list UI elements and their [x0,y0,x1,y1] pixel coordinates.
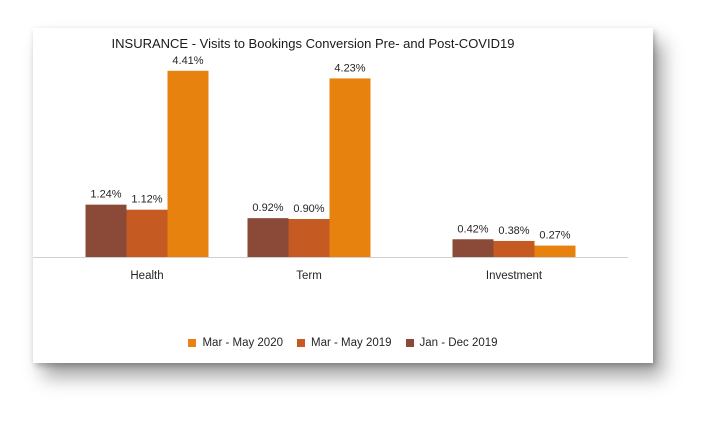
chart-card: 1.24% 1.12% 4.41% Health 0.92% 0.90% 4.23% Term… [33,28,653,363]
bar [452,239,494,257]
x-tick-label: Health [130,270,163,282]
bar [247,218,289,257]
legend-label: Mar - May 2020 [202,337,283,349]
bar [329,78,371,258]
legend-swatch [405,339,414,347]
legend-item: Mar - May 2019 [297,337,392,349]
chart-title: INSURANCE - Visits to Bookings Conversio… [111,36,515,51]
legend-label: Jan - Dec 2019 [419,337,498,349]
data-label: 0.27% [539,230,570,242]
legend-swatch [297,339,305,347]
data-label: 4.41% [172,55,203,67]
bar [167,70,209,257]
data-label: 1.12% [131,194,162,206]
bar [126,209,168,257]
bar [493,240,535,257]
legend-swatch [188,339,197,347]
bar [288,219,330,257]
bar [534,245,576,257]
data-label: 0.92% [252,202,283,214]
legend-item: Mar - May 2020 [188,337,283,349]
x-tick-label: Investment [486,270,543,282]
legend-item: Jan - Dec 2019 [405,337,498,349]
bar [85,204,127,257]
chart-plot: 1.24% 1.12% 4.41% Health 0.92% 0.90% 4.23% Term… [33,55,628,282]
legend-label: Mar - May 2019 [311,337,392,349]
x-tick-label: Term [296,270,322,282]
data-label: 0.38% [498,225,529,237]
data-label: 0.42% [457,223,488,235]
data-label: 0.90% [293,203,324,215]
data-label: 4.23% [334,62,365,74]
chart-legend: Mar - May 2020 Mar - May 2019 Jan - Dec 20… [33,337,653,349]
data-label: 1.24% [90,189,121,201]
